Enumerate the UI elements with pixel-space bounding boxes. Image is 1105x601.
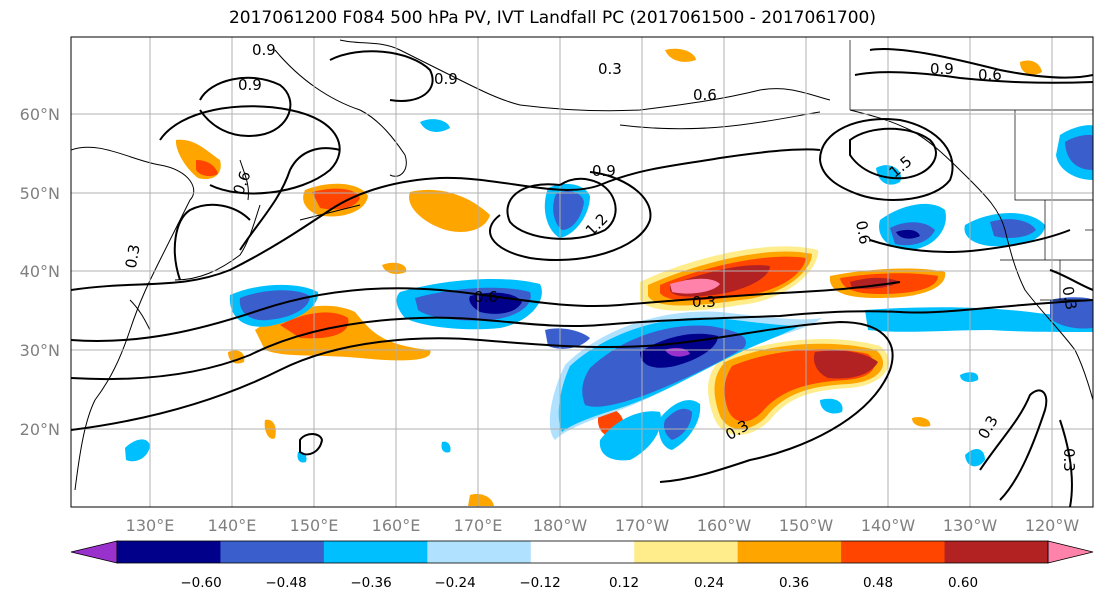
contour-label: 0.3 (1058, 285, 1080, 312)
lon-label: 130°E (126, 516, 175, 535)
colorbar-ticks: −0.60 −0.48 −0.36 −0.24 −0.12 0.12 0.24 … (180, 575, 978, 591)
colorbar-segment (427, 541, 532, 563)
colorbar-segment (117, 541, 221, 563)
colorbar-tick-label: −0.60 (180, 575, 221, 591)
contour-label: 0.6 (978, 66, 1002, 84)
colorbar-tick-label: 0.24 (694, 575, 724, 591)
lat-axis: 60°N 50°N 40°N 30°N 20°N (20, 105, 60, 439)
lat-label: 40°N (20, 262, 60, 281)
lon-label: 150°W (779, 516, 834, 535)
colorbar-segment (841, 541, 946, 563)
colorbar-extend-min (70, 540, 118, 564)
contour-label: 0.9 (592, 162, 616, 180)
contour-label: 0.6 (852, 219, 874, 246)
contour-label: 0.6 (693, 86, 717, 104)
contour-label: 0.9 (434, 70, 458, 88)
lon-label: 170°W (615, 516, 670, 535)
colorbar-tick-label: −0.24 (434, 575, 475, 591)
contour-label: 0.3 (974, 412, 1002, 442)
colorbar-extend-max (1047, 540, 1094, 564)
map-title: 2017061200 F084 500 hPa PV, IVT Landfall… (228, 8, 876, 28)
contour-label: 0.3 (122, 243, 144, 270)
gridlines (71, 37, 1093, 507)
colorbar-tick-label: −0.12 (519, 575, 560, 591)
colorbar-segment (323, 541, 428, 563)
lon-label: 130°W (943, 516, 998, 535)
colorbar-frame (116, 540, 1049, 564)
lat-label: 50°N (20, 184, 60, 203)
lon-label: 140°E (208, 516, 257, 535)
lon-label: 140°W (861, 516, 916, 535)
colorbar-tick-label: 0.60 (948, 575, 978, 591)
contour-label: 0.9 (252, 41, 276, 59)
colorbar-segment (737, 541, 842, 563)
lon-label: 170°E (454, 516, 503, 535)
pv-contours (71, 48, 1093, 507)
map-frame (70, 36, 1094, 508)
lon-label: 120°W (1025, 516, 1080, 535)
lon-label: 160°E (372, 516, 421, 535)
colorbar-segment (634, 541, 739, 563)
contour-label: 0.9 (238, 76, 262, 94)
contour-label: 0.3 (598, 60, 622, 78)
colorbar-tick-label: 0.48 (863, 575, 893, 591)
colorbar-tick-label: 0.12 (609, 575, 639, 591)
contour-label: 0.9 (930, 60, 954, 78)
colorbar-segment (944, 541, 1049, 563)
ivt-shading (125, 48, 1093, 506)
colorbar-tick-label: −0.48 (265, 575, 306, 591)
contour-label: 1.2 (582, 210, 612, 240)
colorbar-tick-label: 0.36 (779, 575, 809, 591)
lon-label: 160°W (697, 516, 752, 535)
contour-label: 0.3 (1060, 448, 1078, 472)
colorbar-segment (220, 541, 325, 563)
contour-label: 0.3 (692, 293, 716, 311)
lat-label: 20°N (20, 420, 60, 439)
lon-axis: 130°E 140°E 150°E 160°E 170°E 180°W 170°… (126, 516, 1080, 535)
colorbar-tick-label: −0.36 (350, 575, 391, 591)
lat-label: 30°N (20, 341, 60, 360)
lat-label: 60°N (20, 105, 60, 124)
colorbar-segment (530, 541, 635, 563)
contour-label: 0.6 (474, 288, 498, 306)
lon-label: 180°W (533, 516, 588, 535)
colorbar (70, 540, 1094, 564)
lon-label: 150°E (290, 516, 339, 535)
